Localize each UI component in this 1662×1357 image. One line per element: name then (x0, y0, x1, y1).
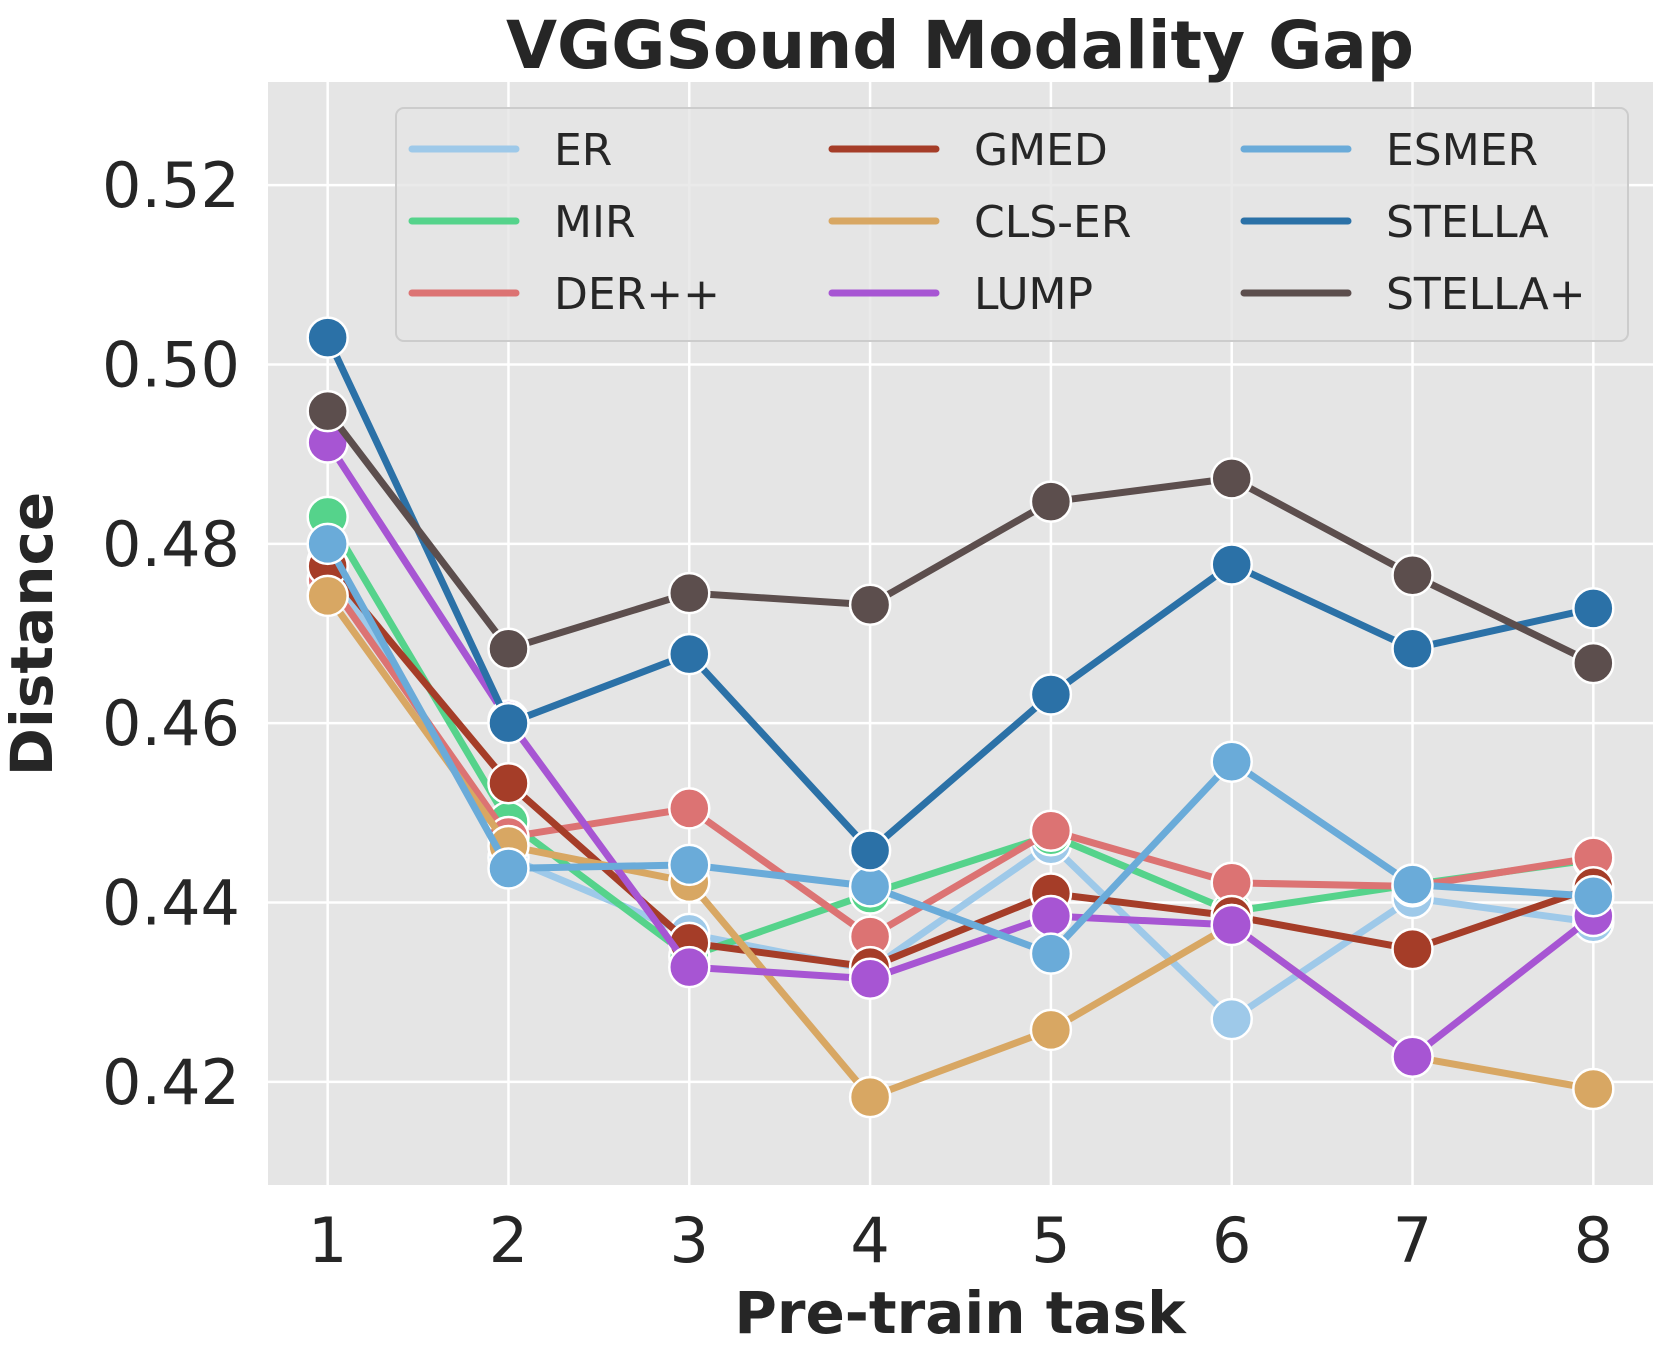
data-point (487, 847, 530, 890)
data-point (1572, 587, 1615, 630)
legend: ER MIR DER++ GMED CLS-ER LUMP ESMER STELLA STELL… (395, 107, 1629, 342)
data-point (1391, 553, 1434, 597)
data-point (1029, 932, 1073, 975)
x-tick-label: 3 (670, 1204, 709, 1277)
x-tick-label: 5 (1031, 1204, 1070, 1277)
x-tick-label: 7 (1393, 1204, 1432, 1277)
legend-label: STELLA (1386, 197, 1549, 248)
series-line (324, 439, 1597, 1061)
data-point (1210, 903, 1253, 947)
data-point (306, 574, 349, 618)
data-point (306, 316, 349, 359)
series-layer (306, 316, 1615, 1119)
data-point (848, 865, 892, 908)
x-tick-label: 6 (1212, 1204, 1251, 1277)
y-tick-labels: 0.42 0.44 0.46 0.48 0.50 0.52 (102, 149, 240, 1119)
data-point (1391, 627, 1434, 670)
x-tick-labels: 1 2 3 4 5 6 7 8 (308, 1204, 1613, 1277)
data-point (306, 522, 349, 566)
data-point (848, 1075, 892, 1119)
legend-label: MIR (554, 197, 636, 248)
series-line (324, 407, 1597, 667)
data-point (1391, 1035, 1434, 1079)
series-stella (306, 316, 1615, 872)
data-point (1029, 1008, 1073, 1052)
data-point (1210, 740, 1253, 783)
data-point (1210, 543, 1253, 586)
data-point (1391, 863, 1434, 906)
y-tick-label: 0.42 (102, 1046, 240, 1119)
y-tick-label: 0.48 (102, 508, 240, 581)
data-point (1210, 457, 1253, 500)
series-stella- (306, 389, 1615, 685)
data-point (487, 627, 530, 670)
data-point (1029, 894, 1073, 938)
data-point (1029, 809, 1073, 853)
data-point (487, 701, 530, 745)
data-point (1572, 1067, 1615, 1111)
data-point (668, 945, 711, 989)
data-point (848, 829, 892, 872)
data-point (487, 762, 530, 805)
legend-label: LUMP (974, 269, 1093, 320)
legend-frame (395, 107, 1629, 342)
data-point (848, 583, 892, 627)
data-point (1029, 673, 1073, 716)
legend-label: CLS-ER (974, 197, 1131, 248)
data-point (1572, 641, 1615, 685)
data-point (848, 957, 892, 1000)
x-tick-label: 4 (850, 1204, 889, 1277)
data-point (668, 632, 711, 676)
y-tick-label: 0.46 (102, 687, 240, 760)
y-axis-label: Distance (0, 492, 66, 776)
legend-label: STELLA+ (1386, 269, 1586, 320)
legend-label: DER++ (554, 269, 720, 320)
chart-title: VGGSound Modality Gap (506, 7, 1414, 84)
series-line (324, 540, 1597, 958)
x-tick-label: 2 (489, 1204, 528, 1277)
data-point (1029, 480, 1073, 523)
x-axis-label: Pre-train task (734, 1279, 1187, 1347)
legend-label: GMED (974, 125, 1108, 176)
data-point (1210, 997, 1253, 1041)
series-esmer (306, 522, 1615, 975)
series-line (324, 576, 1597, 941)
y-tick-label: 0.52 (102, 149, 240, 222)
series-line (324, 334, 1597, 854)
data-point (1572, 874, 1615, 918)
legend-label: ESMER (1386, 125, 1538, 176)
x-tick-label: 8 (1574, 1204, 1613, 1277)
data-point (306, 389, 349, 433)
data-point (668, 571, 711, 615)
y-tick-label: 0.44 (102, 867, 240, 940)
y-tick-label: 0.50 (102, 328, 240, 401)
data-point (668, 843, 711, 887)
legend-label: ER (554, 125, 612, 176)
series-line (324, 562, 1597, 971)
data-point (1391, 927, 1434, 971)
x-tick-label: 1 (308, 1204, 347, 1277)
data-point (668, 787, 711, 830)
